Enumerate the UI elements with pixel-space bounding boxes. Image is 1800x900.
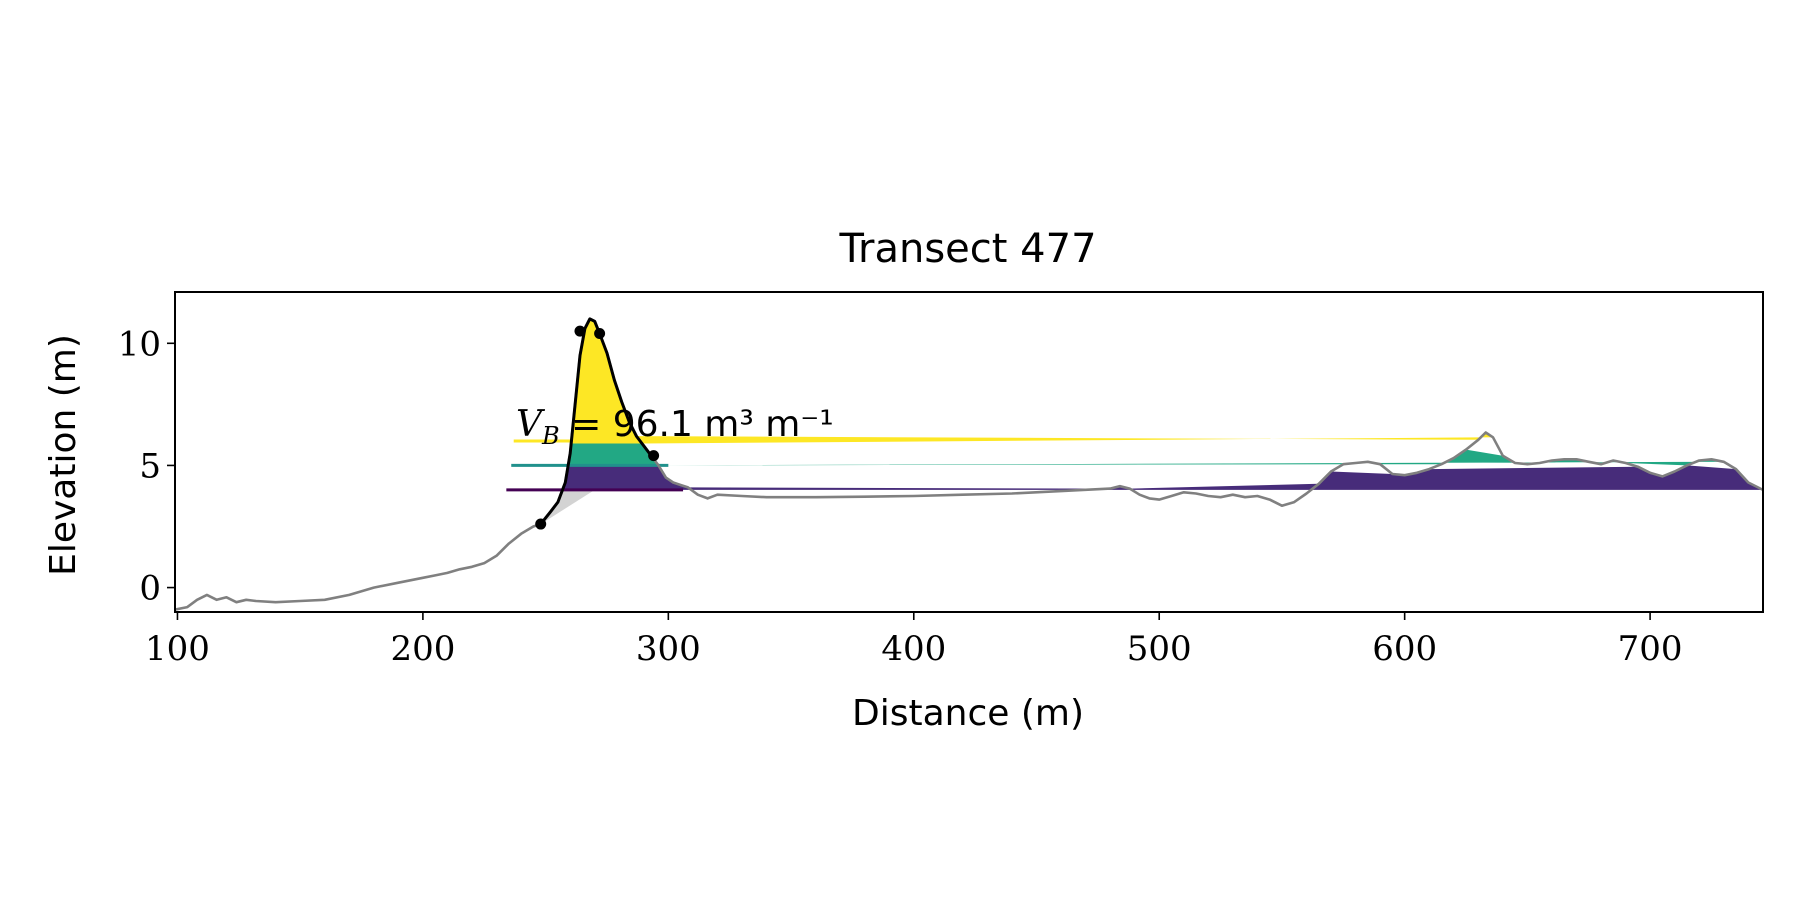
y-axis-label: Elevation (m) xyxy=(43,334,84,576)
x-tick-label: 200 xyxy=(390,629,455,669)
dune-marker xyxy=(648,450,660,462)
volume-band xyxy=(562,465,1763,490)
axes-frame xyxy=(174,291,1764,613)
x-tick-label: 500 xyxy=(1127,629,1192,669)
y-tick-label: 0 xyxy=(139,569,161,609)
plot-area xyxy=(175,317,1763,611)
y-tick-label: 10 xyxy=(118,324,161,364)
plot-content xyxy=(175,317,1763,611)
chart-title: Transect 477 xyxy=(838,226,1096,272)
x-tick-label: 700 xyxy=(1618,629,1683,669)
dune-line xyxy=(539,317,653,526)
volume-band xyxy=(540,489,595,525)
volume-annotation: VB = 96.1 m³ m⁻¹ xyxy=(516,404,834,450)
profile-line xyxy=(175,317,1763,611)
axes: 100 200 300 400 500 600 700 0 5 10 xyxy=(118,291,1764,669)
x-tick-label: 400 xyxy=(881,629,946,669)
x-axis-label: Distance (m) xyxy=(852,693,1084,734)
y-tick-label: 5 xyxy=(139,446,161,486)
x-tick-label: 100 xyxy=(145,629,210,669)
x-tick-label: 300 xyxy=(636,629,701,669)
volume-band xyxy=(568,443,1724,466)
dune-marker xyxy=(574,325,586,337)
dune-marker xyxy=(535,518,547,530)
dune-marker xyxy=(594,328,606,340)
x-tick-label: 600 xyxy=(1372,629,1437,669)
